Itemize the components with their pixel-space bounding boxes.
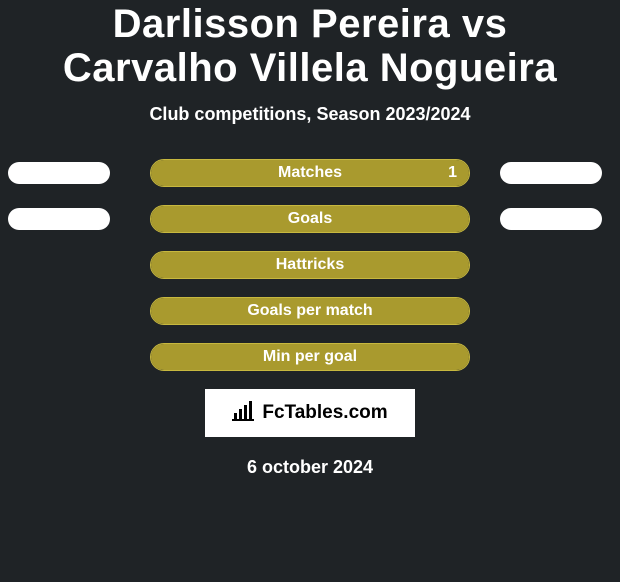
stat-label: Matches (278, 164, 342, 182)
stat-row: Matches 1 (0, 159, 620, 187)
stat-bar: Goals per match (150, 297, 470, 325)
right-pill (500, 162, 602, 184)
footer-date: 6 october 2024 (0, 457, 620, 478)
left-pill (8, 208, 110, 230)
stat-value-right: 1 (448, 164, 457, 182)
right-pill (500, 208, 602, 230)
stats-chart: Matches 1 Goals Hattricks Goals per match Min… (0, 159, 620, 371)
stat-label: Min per goal (263, 348, 357, 366)
logo-box: FcTables.com (205, 389, 415, 437)
left-pill (8, 162, 110, 184)
bar-chart-icon (232, 401, 256, 426)
stat-row: Goals (0, 205, 620, 233)
stat-label: Hattricks (276, 256, 344, 274)
page-title: Darlisson Pereira vs Carvalho Villela No… (0, 2, 620, 90)
logo-text: FcTables.com (262, 402, 387, 424)
stat-bar: Goals (150, 205, 470, 233)
stat-label: Goals per match (247, 302, 372, 320)
subtitle: Club competitions, Season 2023/2024 (0, 104, 620, 125)
stat-label: Goals (288, 210, 332, 228)
stat-bar: Matches 1 (150, 159, 470, 187)
stat-row: Goals per match (0, 297, 620, 325)
stat-bar: Hattricks (150, 251, 470, 279)
stat-bar: Min per goal (150, 343, 470, 371)
stat-row: Min per goal (0, 343, 620, 371)
stat-row: Hattricks (0, 251, 620, 279)
